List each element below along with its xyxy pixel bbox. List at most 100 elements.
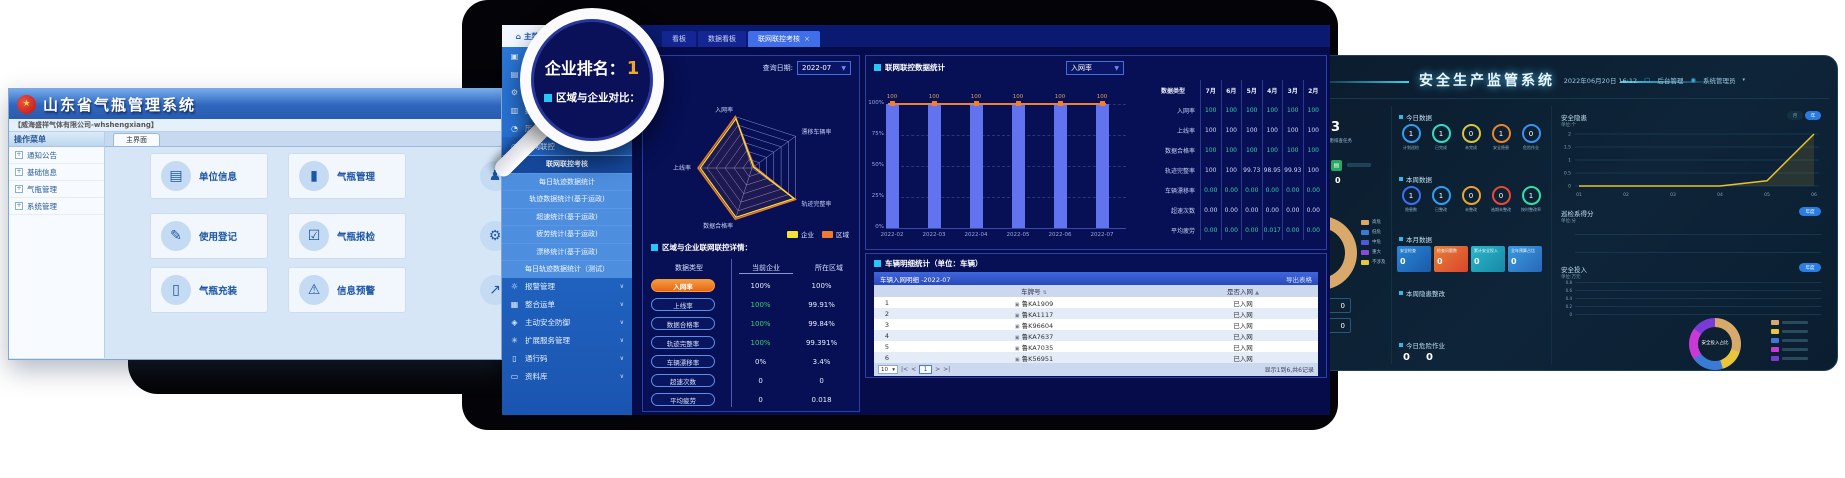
- dashboard-content: 查询日期: 2022-07 ▼ 上线率 数据合格率 轨迹完整率 漂移车辆率 入网率 企业…: [632, 47, 1330, 415]
- sidebar-menu-item[interactable]: ▯ 通行码 ∨: [502, 350, 632, 368]
- company-value: 0: [758, 376, 763, 385]
- invest-year-button[interactable]: 年度: [1799, 263, 1821, 272]
- compare-title: 区域与企业对比：: [556, 92, 640, 104]
- content-tab[interactable]: 看板: [662, 31, 696, 47]
- legend-text-bar: [1782, 321, 1808, 324]
- export-button[interactable]: 导出表格: [1286, 275, 1312, 284]
- next-page-button[interactable]: >: [935, 366, 941, 373]
- left-menu-item[interactable]: + 系统管理: [9, 198, 104, 215]
- month-table-cell: 100: [1200, 140, 1221, 160]
- sidebar-submenu-item[interactable]: 超速统计(基于运政): [502, 207, 632, 225]
- invest-legend-item: [1771, 356, 1808, 361]
- current-page[interactable]: 1: [919, 365, 933, 374]
- home-tile-3[interactable]: ✎ 使用登记: [150, 213, 268, 259]
- plate-sort-header[interactable]: 车牌号 ⇅: [1021, 288, 1047, 296]
- table-row[interactable]: 3 ▣ 鲁K96604 已入网: [874, 319, 1318, 330]
- expand-plus-icon[interactable]: +: [15, 151, 23, 159]
- hazard-month-button[interactable]: 月: [1787, 111, 1803, 120]
- close-tab-icon[interactable]: ×: [804, 35, 810, 43]
- tab-main[interactable]: 主界面: [113, 133, 160, 146]
- left-menu-item[interactable]: + 基础信息: [9, 164, 104, 181]
- home-tile-5[interactable]: ▯ 气瓶充装: [150, 267, 268, 313]
- svg-text:05: 05: [1764, 192, 1770, 198]
- invest-legend-item: [1771, 320, 1808, 325]
- main-area: 主界面 ▤ 单位信息 ▮ 气瓶管理 ✎ 使用登记 ☑ 气瓶报检 ▯ 气瓶充装 ⚠ 信息预警 ♟ ⚙ ↗: [105, 132, 501, 358]
- svg-text:03: 03: [1670, 192, 1676, 198]
- sidebar-submenu-item[interactable]: 漂移统计(基于运政): [502, 242, 632, 260]
- sidebar-submenu-item[interactable]: 疲劳统计(基于运政): [502, 225, 632, 243]
- page-size-select[interactable]: 10 ▾: [878, 365, 898, 374]
- metric-button[interactable]: 入网率: [651, 279, 715, 292]
- content-tab[interactable]: 数据看板: [698, 31, 746, 47]
- expand-plus-icon[interactable]: +: [15, 185, 23, 193]
- task-label: 隐患排查任务: [1325, 139, 1352, 144]
- metric-select[interactable]: 入网率 ▼: [1066, 61, 1124, 75]
- status-cell: 已入网: [1233, 354, 1253, 363]
- status-sort-header[interactable]: 是否入网 ▲: [1227, 288, 1259, 296]
- score-year-button[interactable]: 年度: [1799, 207, 1821, 216]
- hazard-year-button[interactable]: 年: [1805, 111, 1821, 120]
- metric-button[interactable]: 上线率: [651, 298, 715, 311]
- left-menu-item[interactable]: + 通知公告: [9, 147, 104, 164]
- legend-text-bar: [1782, 348, 1808, 351]
- legend-label: 中危: [1372, 240, 1381, 245]
- table-row[interactable]: 2 ▣ 鲁KA1117 已入网: [874, 308, 1318, 319]
- metric-button[interactable]: 数据合格率: [651, 317, 715, 330]
- table-row[interactable]: 6 ▣ 鲁K56951 已入网: [874, 352, 1318, 363]
- first-page-button[interactable]: |<: [901, 366, 909, 373]
- sidebar-submenu-item[interactable]: 轨迹数据统计(基于运政): [502, 190, 632, 208]
- metric-button[interactable]: 轨迹完整率: [651, 336, 715, 349]
- sidebar-menu-item[interactable]: ◈ 主动安全防御 ∨: [502, 314, 632, 332]
- month-table-cell: 100: [1220, 140, 1242, 160]
- expand-plus-icon[interactable]: +: [15, 168, 23, 176]
- last-page-button[interactable]: >|: [943, 366, 951, 373]
- query-date-select[interactable]: 2022-07 ▼: [797, 61, 851, 75]
- month-table-rowlabel: 车辆漂移率: [1164, 187, 1195, 195]
- content-tab-label: 联网联控考核: [758, 35, 800, 43]
- kpi-card-label: 累计安全投入: [1474, 248, 1498, 253]
- caret-down-icon[interactable]: ▾: [1742, 77, 1745, 83]
- bar-value-label: 100: [928, 94, 940, 100]
- admin-link[interactable]: 后台管理: [1657, 77, 1684, 85]
- sidebar-submenu-item[interactable]: 每日轨迹数据统计（测试）: [502, 260, 632, 278]
- left-menu-item[interactable]: + 气瓶管理: [9, 181, 104, 198]
- vehicle-section-title: 车辆明细统计（单位：车辆）: [874, 258, 983, 269]
- row-number: 2: [884, 309, 890, 318]
- metric-button[interactable]: 平均疲劳: [651, 393, 715, 406]
- sidebar-submenu-item[interactable]: 每日轨迹数据统计: [502, 172, 632, 190]
- role-link[interactable]: 系统管理员: [1702, 77, 1736, 85]
- home-tile-2[interactable]: ▮ 气瓶管理: [288, 153, 406, 199]
- home-tile-4[interactable]: ☑ 气瓶报检: [288, 213, 406, 259]
- ring-value: 0: [1491, 186, 1511, 205]
- sidebar-menu-item[interactable]: ▦ 整合运单 ∨: [502, 296, 632, 314]
- menu-item-label: 主动安全防御: [525, 318, 570, 327]
- content-tab[interactable]: 联网联控考核 ×: [748, 31, 820, 47]
- month-table-rowlabel: 上线率: [1176, 127, 1195, 135]
- invest-ytick: 0: [1569, 312, 1572, 317]
- metric-button[interactable]: 超速次数: [651, 374, 715, 387]
- month-table-rowlabel: 超速次数: [1170, 207, 1195, 215]
- sidebar-submenu-item[interactable]: 联网联控考核: [502, 155, 632, 173]
- month-table-cell: 100: [1200, 120, 1221, 140]
- sidebar-menu-item[interactable]: ▭ 资料库 ∨: [502, 368, 632, 386]
- sidebar-menu-item[interactable]: ✳ 扩展服务管理 ∨: [502, 332, 632, 350]
- sidebar-menu-item[interactable]: ☼ 报警管理 ∨: [502, 278, 632, 296]
- plate-cell: ▣ 鲁K96604: [900, 320, 1168, 330]
- metric-button[interactable]: 车辆漂移率: [651, 355, 715, 368]
- legend-swatch: [1771, 320, 1779, 325]
- prev-page-button[interactable]: <: [911, 366, 917, 373]
- sidebar-header: 操作菜单: [9, 132, 104, 147]
- month-table-cell: 100: [1241, 100, 1262, 120]
- table-row[interactable]: 1 ▣ 鲁KA1909 已入网: [874, 297, 1318, 308]
- expand-plus-icon[interactable]: +: [15, 202, 23, 210]
- home-tile-6[interactable]: ⚠ 信息预警: [288, 267, 406, 313]
- plate-text: 鲁KA7035: [1019, 343, 1054, 352]
- vehicle-table-bar: 车辆入网明细 -2022-07 导出表格: [874, 272, 1318, 285]
- stat-ring: 1 安全隐患: [1486, 124, 1516, 151]
- y-axis-tick: 50%: [871, 162, 884, 168]
- home-tile-1[interactable]: ▤ 单位信息: [150, 153, 268, 199]
- table-row[interactable]: 5 ▣ 鲁KA7035 已入网: [874, 341, 1318, 352]
- y-axis-tick: 75%: [871, 131, 884, 137]
- table-row[interactable]: 4 ▣ 鲁KA7637 已入网: [874, 330, 1318, 341]
- chart-gridline: [886, 135, 1126, 136]
